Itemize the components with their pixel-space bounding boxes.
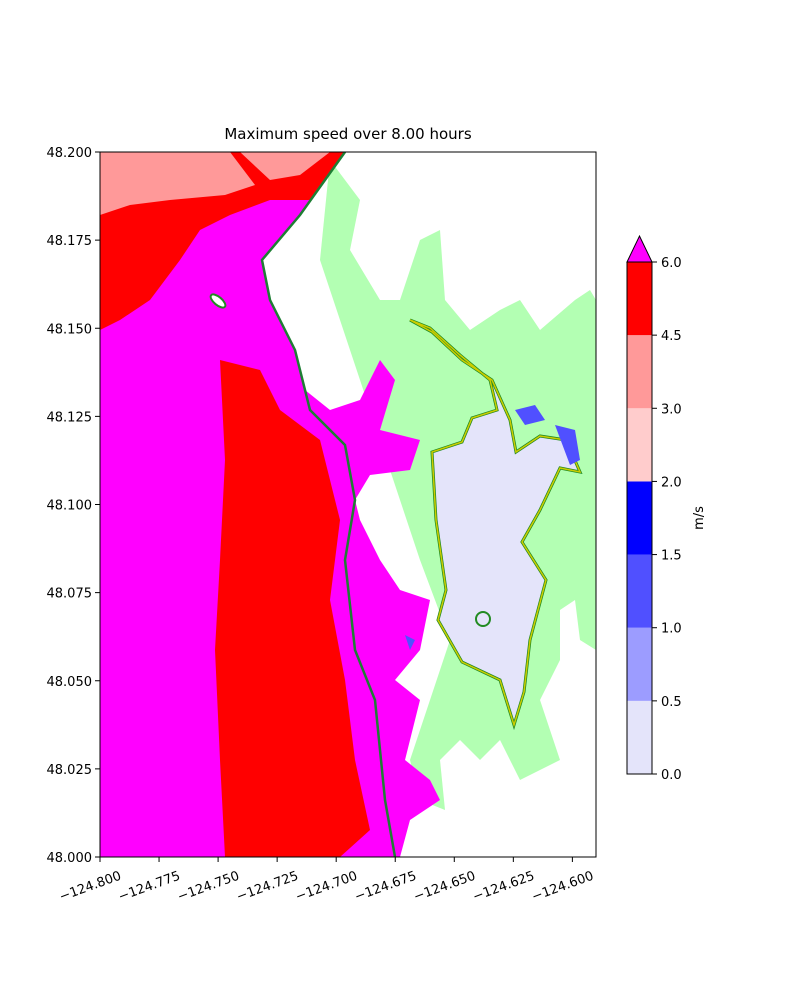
- colorbar-segment: [627, 700, 652, 774]
- colorbar-segment: [627, 627, 652, 701]
- y-tick-label: 48.075: [47, 587, 93, 602]
- y-tick-label: 48.100: [47, 499, 93, 514]
- island: [209, 293, 227, 309]
- chart-title: Maximum speed over 8.00 hours: [224, 125, 472, 143]
- colorbar-segment: [627, 335, 652, 409]
- colorbar-segment: [627, 408, 652, 482]
- lagoon-shore: [409, 319, 582, 728]
- y-tick-label: 48.025: [47, 763, 93, 778]
- colorbar-tick-label: 2.0: [661, 475, 682, 490]
- colorbar-tick-label: 0.0: [661, 768, 682, 783]
- x-tick-label: −124.650: [412, 869, 478, 905]
- x-tick-label: −124.625: [471, 869, 537, 905]
- colorbar-tick-label: 0.5: [661, 695, 682, 710]
- colorbar-segment: [627, 554, 652, 628]
- y-tick-label: 48.150: [47, 322, 93, 337]
- x-tick-label: −124.775: [117, 869, 183, 905]
- x-tick-label: −124.750: [176, 869, 242, 905]
- colorbar-segment: [627, 262, 652, 336]
- y-tick-label: 48.125: [47, 410, 93, 425]
- y-tick-label: 48.050: [47, 675, 93, 690]
- x-tick-label: −124.700: [294, 869, 360, 905]
- colorbar-label: m/s: [692, 506, 707, 530]
- colorbar-tick-label: 4.5: [661, 329, 682, 344]
- colorbar-tick-label: 6.0: [661, 256, 682, 271]
- y-tick-label: 48.000: [47, 851, 93, 866]
- colorbar-tick-label: 1.0: [661, 622, 682, 637]
- x-tick-label: −124.675: [353, 869, 419, 905]
- colorbar-frame: [626, 261, 653, 775]
- island: [475, 611, 491, 627]
- colorbar-tick-label: 1.5: [661, 549, 682, 564]
- x-tick-label: −124.600: [530, 869, 596, 905]
- coastline: [260, 152, 397, 857]
- colorbar-tick-label: 3.0: [661, 402, 682, 417]
- speed-blue: [405, 405, 580, 650]
- y-tick-label: 48.200: [47, 146, 93, 161]
- map: [100, 152, 596, 857]
- colorbar-extend: [626, 234, 653, 263]
- speed-pink: [100, 152, 330, 215]
- y-tick-label: 48.175: [47, 234, 93, 249]
- x-tick-label: −124.800: [57, 869, 123, 905]
- speed-red: [100, 152, 370, 857]
- colorbar-segment: [627, 481, 652, 555]
- x-tick-label: −124.725: [235, 869, 301, 905]
